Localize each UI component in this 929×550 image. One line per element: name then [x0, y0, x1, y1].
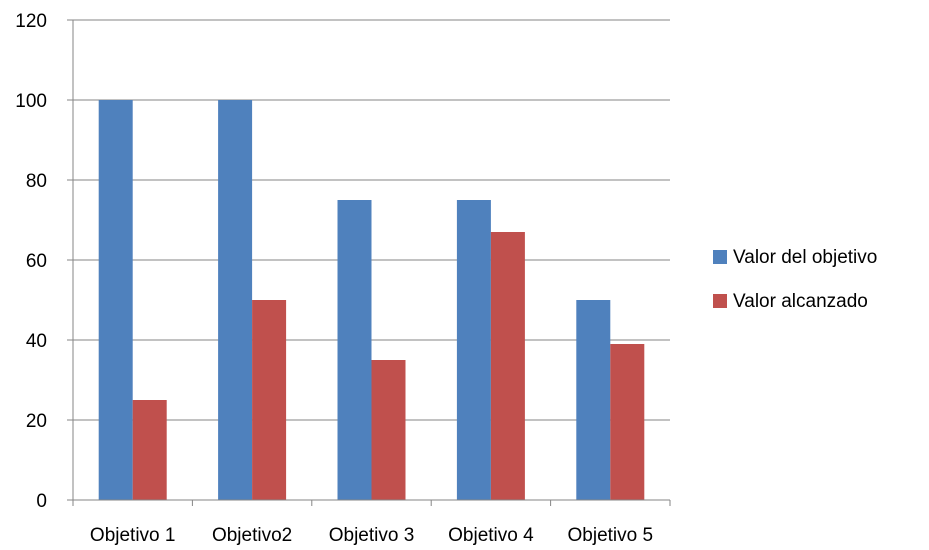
legend-label: Valor del objetivo [733, 247, 877, 268]
y-tick-label: 60 [26, 251, 47, 272]
x-tick-label: Objetivo 5 [568, 525, 654, 546]
y-tick-label: 40 [26, 331, 47, 352]
bar-valor-alcanzado [132, 400, 167, 500]
y-tick-label: 120 [15, 11, 47, 32]
legend-swatch [713, 250, 727, 264]
legend: Valor del objetivo Valor alcanzado [713, 247, 877, 312]
axes [67, 19, 671, 506]
y-tick-label: 80 [26, 171, 47, 192]
legend-label: Valor alcanzado [733, 291, 868, 312]
y-tick-labels: 0 20 40 60 80 100 120 [15, 11, 47, 512]
bar-valor-del-objetivo [456, 200, 491, 500]
y-tick-label: 0 [36, 491, 47, 512]
bar-valor-del-objetivo [218, 100, 253, 500]
y-tick-label: 100 [15, 91, 47, 112]
bar-valor-del-objetivo [337, 200, 372, 500]
bars [98, 100, 645, 500]
y-tick-label: 20 [26, 411, 47, 432]
x-tick-label: Objetivo 1 [90, 525, 176, 546]
bar-valor-del-objetivo [576, 300, 611, 500]
bar-valor-del-objetivo [98, 100, 133, 500]
bar-valor-alcanzado [252, 300, 287, 500]
x-tick-labels: Objetivo 1 Objetivo2 Objetivo 3 Objetivo 4 O… [90, 525, 653, 546]
x-tick-label: Objetivo 3 [329, 525, 415, 546]
x-tick-label: Objetivo 4 [448, 525, 534, 546]
bar-valor-alcanzado [610, 344, 645, 500]
legend-swatch [713, 294, 727, 308]
x-tick-label: Objetivo2 [212, 525, 292, 546]
bar-valor-alcanzado [371, 360, 406, 500]
bar-valor-alcanzado [490, 232, 525, 500]
